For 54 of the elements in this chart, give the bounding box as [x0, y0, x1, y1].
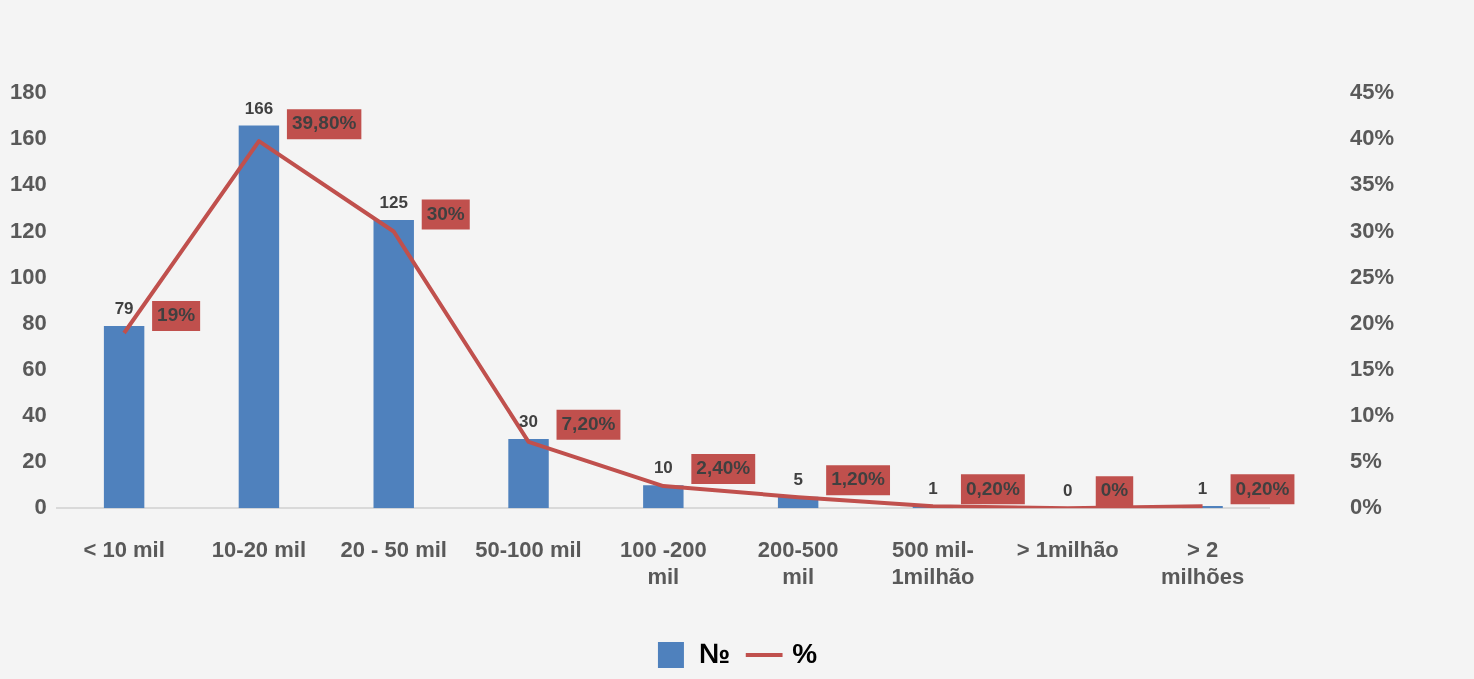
y2-tick-label: 5%: [1349, 448, 1382, 474]
data-label: 1: [1197, 479, 1208, 499]
x-tick-label: 100 -200 mil: [619, 537, 707, 589]
y2-tick-label: 25%: [1349, 263, 1395, 289]
data-label: 0%: [1100, 479, 1129, 501]
y-tick-label: 40: [22, 402, 47, 428]
x-tick-label: 200-500 mil: [757, 537, 839, 589]
y-tick-label: 100: [9, 263, 47, 289]
bar: [373, 220, 414, 509]
data-label: 10: [653, 458, 673, 478]
legend-label: №: [698, 637, 731, 669]
y-tick-label: 180: [9, 79, 47, 105]
data-label: 166: [244, 98, 274, 118]
y2-tick-label: 35%: [1349, 171, 1395, 197]
data-label: 5: [793, 469, 803, 489]
data-label: 30%: [426, 202, 465, 224]
y-tick-label: 160: [9, 125, 47, 151]
y2-tick-label: 10%: [1349, 402, 1395, 428]
x-tick-label: < 10 mil: [83, 537, 165, 563]
y2-tick-label: 40%: [1349, 125, 1395, 151]
data-label: 7,20%: [561, 413, 616, 435]
y-tick-label: 80: [22, 309, 47, 335]
data-label: 0,20%: [1235, 477, 1290, 499]
y2-tick-label: 45%: [1349, 79, 1395, 105]
data-label: 1: [928, 479, 938, 499]
y2-tick-label: 30%: [1349, 217, 1395, 243]
data-label: 19%: [157, 304, 196, 326]
x-tick-label: 50-100 mil: [475, 537, 582, 563]
bar: [238, 125, 280, 509]
bar: [643, 485, 684, 509]
data-label: 39,80%: [291, 112, 357, 134]
y-tick-label: 0: [34, 494, 47, 520]
y2-tick-label: 20%: [1349, 309, 1395, 335]
x-tick-label: 20 - 50 mil: [340, 537, 447, 563]
y2-tick-label: 15%: [1349, 355, 1395, 381]
data-label: 1,20%: [831, 468, 886, 490]
data-label: 30: [519, 412, 538, 432]
data-label: 125: [379, 193, 408, 213]
x-tick-label: > 1milhão: [1016, 537, 1119, 563]
data-label: 2,40%: [696, 457, 751, 479]
data-label: 0,20%: [965, 477, 1020, 499]
legend-label: %: [792, 637, 818, 669]
data-label: 79: [114, 299, 134, 319]
y-tick-label: 120: [9, 217, 47, 243]
y-tick-label: 20: [22, 448, 47, 474]
y2-tick-label: 0%: [1349, 494, 1382, 520]
data-label: 0: [1063, 481, 1073, 501]
x-tick-label: 10-20 mil: [211, 537, 306, 563]
bar: [103, 326, 145, 509]
x-tick-label: > 2 milhões: [1160, 537, 1245, 589]
bar: [508, 439, 549, 509]
y-tick-label: 60: [22, 355, 47, 381]
y-tick-label: 140: [9, 171, 47, 197]
x-tick-label: 500 mil-1milhão: [891, 537, 975, 589]
